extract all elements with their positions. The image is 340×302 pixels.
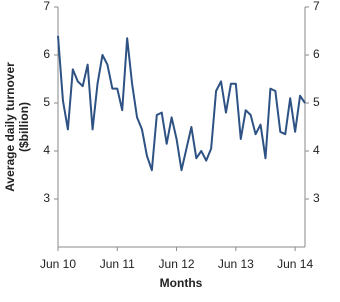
y2-tick-label: 7 bbox=[313, 0, 320, 13]
y2-tick-label: 3 bbox=[313, 191, 320, 205]
x-tick-label: Jun 11 bbox=[100, 257, 135, 271]
x-axis-label: Months bbox=[160, 276, 203, 290]
y-tick-label: 3 bbox=[43, 191, 50, 205]
y2-tick-label: 4 bbox=[313, 143, 320, 157]
y-tick-label: 6 bbox=[43, 47, 50, 61]
y-axis-label: Average daily turnover bbox=[3, 62, 17, 192]
x-tick-label: Jun 10 bbox=[40, 257, 76, 271]
y-tick-label: 7 bbox=[43, 0, 50, 13]
data-line bbox=[57, 35, 306, 172]
y-tick-label: 4 bbox=[43, 143, 50, 157]
y-tick-label: 5 bbox=[43, 95, 50, 109]
y-axis-label: ($billion) bbox=[17, 102, 31, 152]
x-tick-label: Jun 14 bbox=[277, 257, 313, 271]
x-tick-label: Jun 13 bbox=[218, 257, 254, 271]
y2-tick-label: 6 bbox=[313, 47, 320, 61]
x-tick-label: Jun 12 bbox=[159, 257, 195, 271]
y2-tick-label: 5 bbox=[313, 95, 320, 109]
